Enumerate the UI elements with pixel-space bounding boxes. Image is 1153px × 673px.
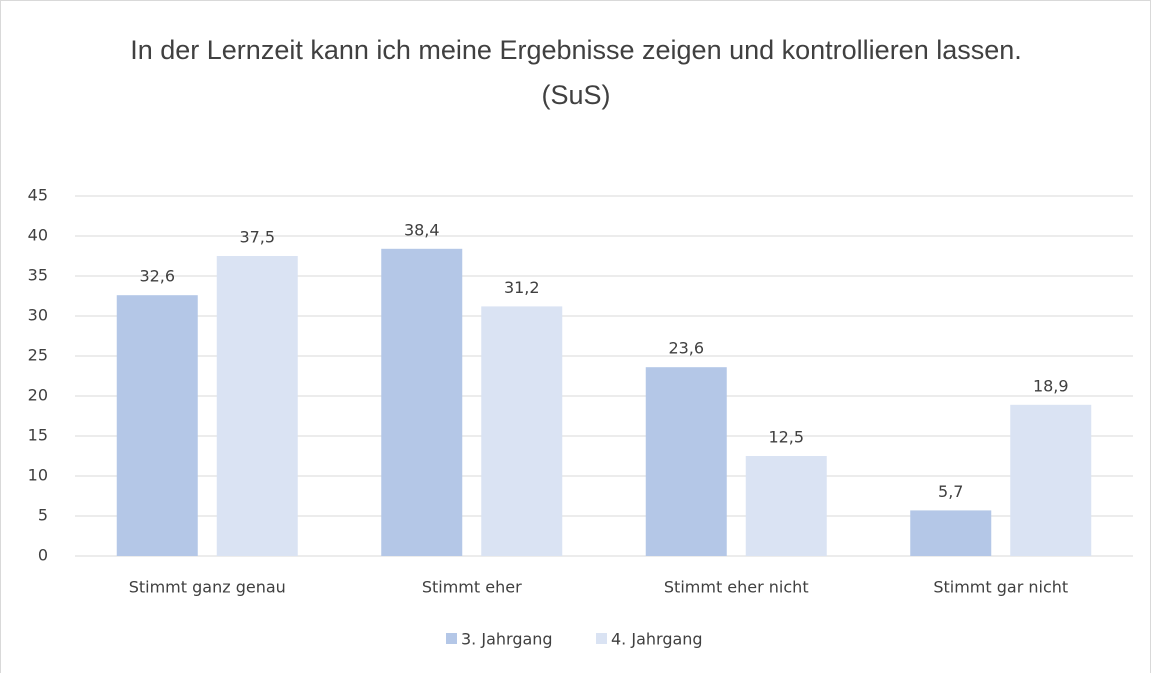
bar bbox=[645, 367, 727, 556]
y-tick-label: 45 bbox=[28, 186, 48, 205]
y-tick-label: 15 bbox=[28, 426, 48, 445]
data-label: 12,5 bbox=[768, 428, 804, 447]
bar bbox=[745, 456, 827, 556]
bar bbox=[1010, 404, 1092, 556]
y-tick-label: 35 bbox=[28, 266, 48, 285]
data-label: 32,6 bbox=[139, 267, 175, 286]
data-label: 37,5 bbox=[239, 228, 275, 247]
bar bbox=[216, 256, 298, 556]
bar bbox=[381, 248, 463, 557]
legend-label: 3. Jahrgang bbox=[461, 630, 553, 649]
data-label: 23,6 bbox=[668, 339, 704, 358]
data-label: 31,2 bbox=[504, 278, 540, 297]
bar bbox=[116, 295, 198, 556]
y-tick-label: 20 bbox=[28, 386, 48, 405]
x-tick-label: Stimmt eher bbox=[422, 578, 522, 597]
x-tick-label: Stimmt gar nicht bbox=[933, 578, 1068, 597]
x-tick-label: Stimmt eher nicht bbox=[664, 578, 809, 597]
legend-swatch bbox=[446, 633, 457, 644]
y-tick-label: 5 bbox=[38, 506, 48, 525]
data-label: 38,4 bbox=[404, 220, 440, 239]
x-tick-label: Stimmt ganz genau bbox=[129, 578, 286, 597]
legend-label: 4. Jahrgang bbox=[611, 630, 703, 649]
data-label: 18,9 bbox=[1033, 376, 1069, 395]
bar bbox=[910, 510, 992, 556]
bar bbox=[481, 306, 563, 556]
y-tick-label: 30 bbox=[28, 306, 48, 325]
data-label: 5,7 bbox=[938, 482, 963, 501]
chart-title: In der Lernzeit kann ich meine Ergebniss… bbox=[130, 35, 1022, 110]
y-tick-label: 0 bbox=[38, 546, 48, 565]
y-tick-label: 40 bbox=[28, 226, 48, 245]
y-tick-label: 25 bbox=[28, 346, 48, 365]
legend-swatch bbox=[596, 633, 607, 644]
y-tick-label: 10 bbox=[28, 466, 48, 485]
